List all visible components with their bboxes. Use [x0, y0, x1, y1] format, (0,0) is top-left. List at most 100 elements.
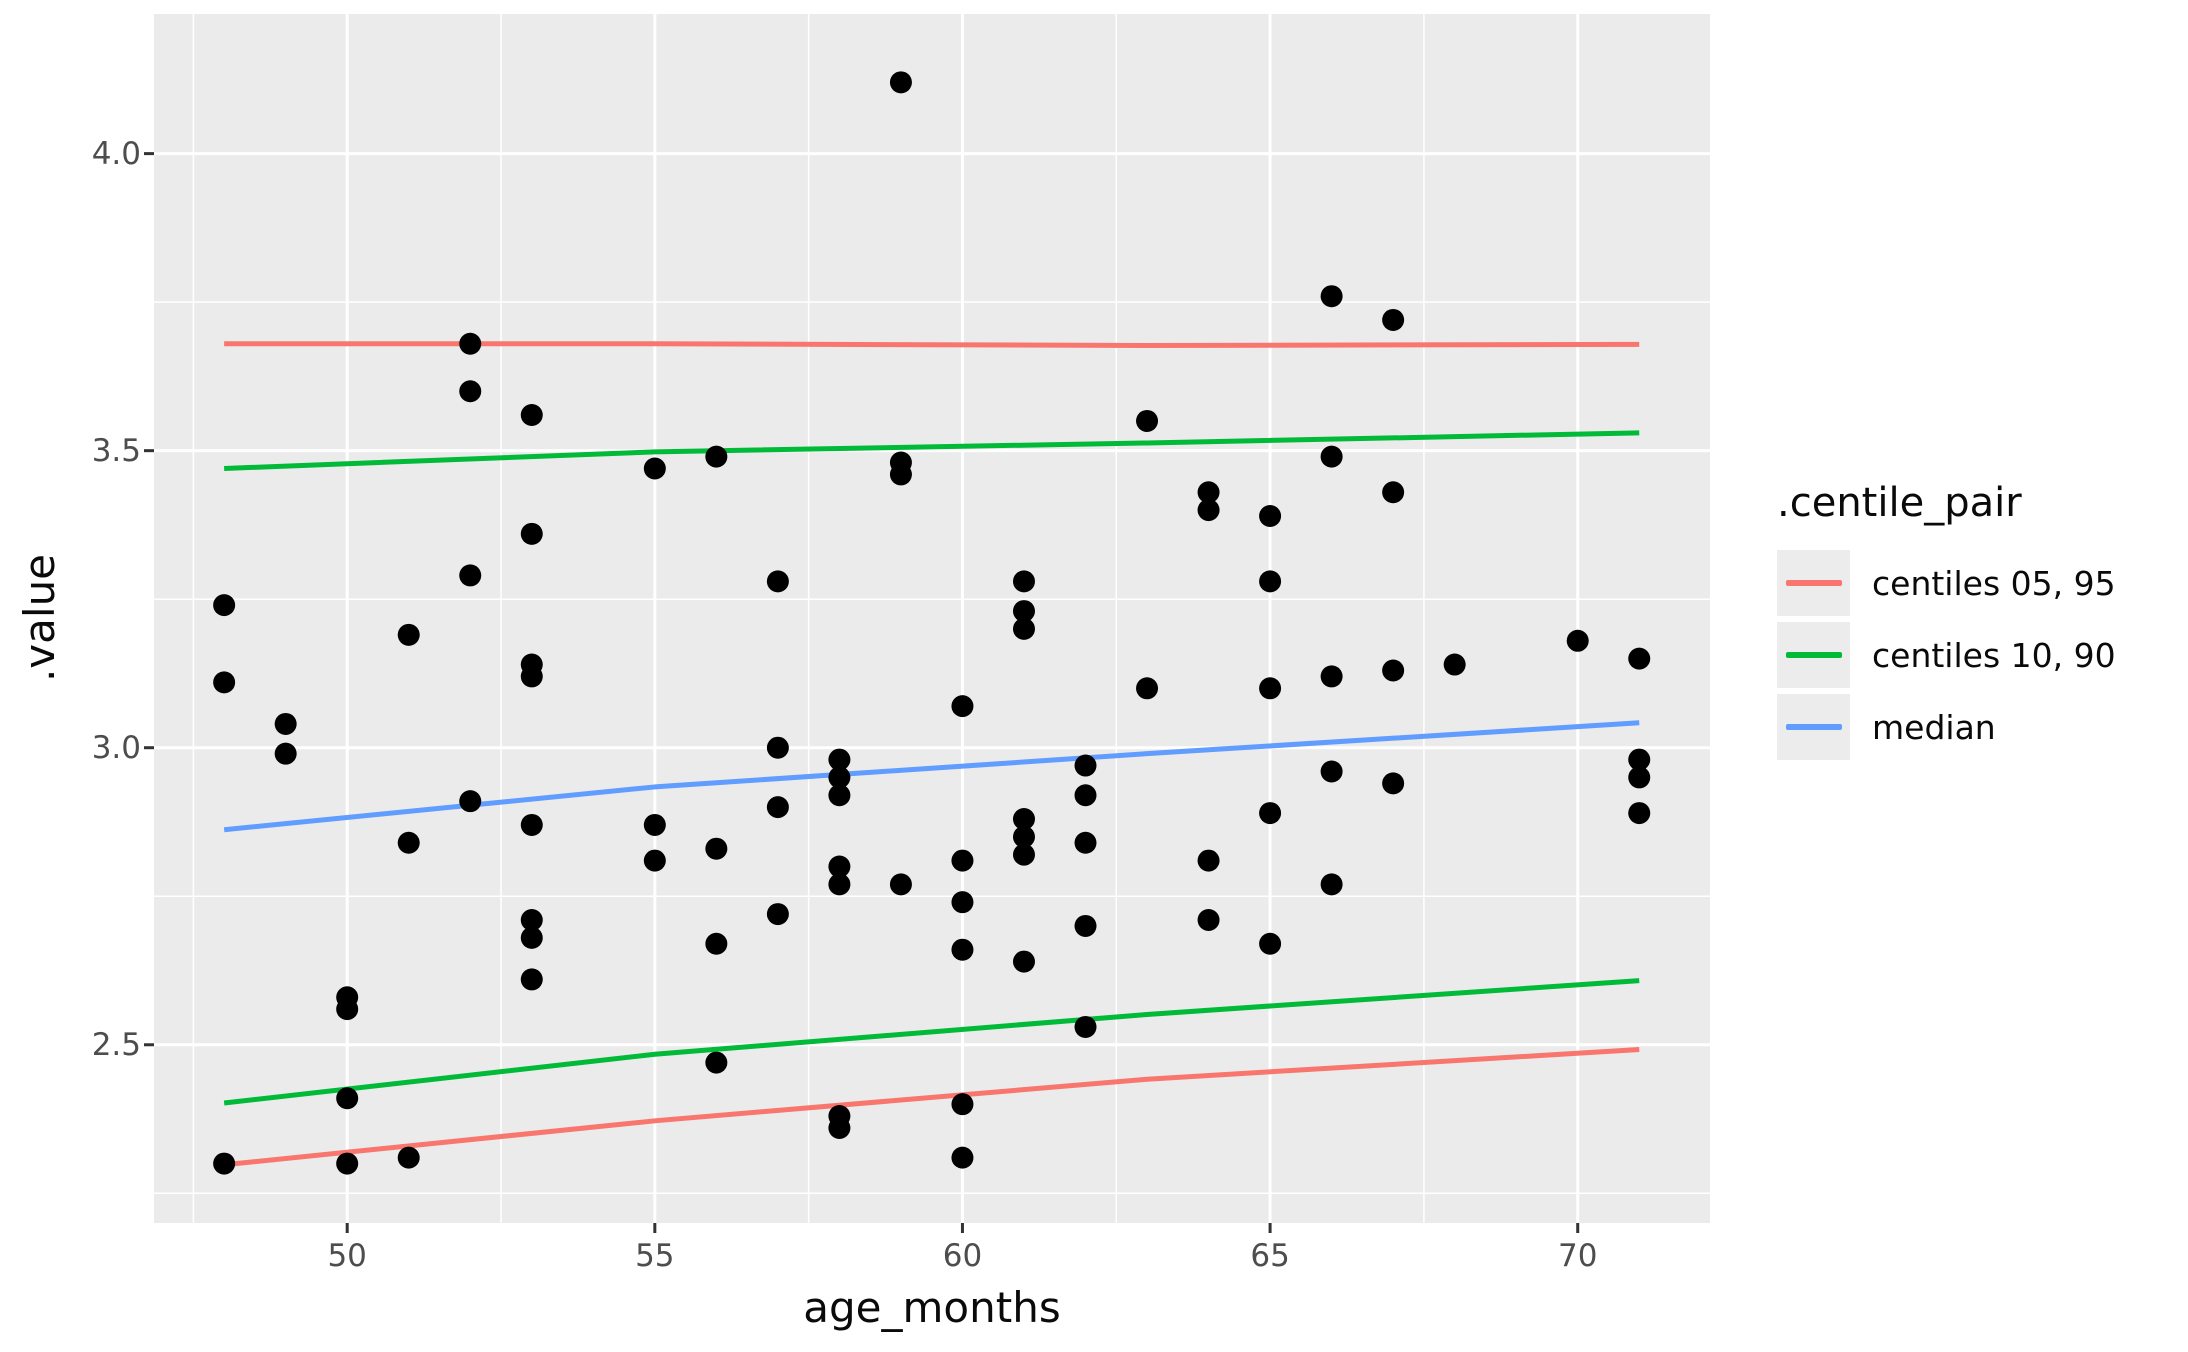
line-median [223, 720, 1640, 833]
data-point [520, 909, 543, 932]
panel-background [154, 14, 1710, 1223]
data-point [951, 849, 974, 872]
data-point [705, 837, 728, 860]
data-point [951, 1146, 974, 1169]
data-point [1074, 914, 1097, 937]
data-point [828, 1116, 851, 1139]
data-point [828, 873, 851, 896]
data-point [274, 742, 297, 765]
x-tick-label: 70 [1557, 1238, 1598, 1274]
legend-entry-label: centiles 05, 95 [1872, 563, 2116, 603]
legend-entry: median [1777, 691, 2116, 763]
data-point [643, 457, 666, 480]
data-point [1074, 831, 1097, 854]
data-point [889, 463, 912, 486]
data-point [520, 926, 543, 949]
data-point [1012, 600, 1035, 623]
legend-entry-label: centiles 10, 90 [1872, 635, 2116, 675]
data-point [951, 891, 974, 914]
legend-key-swatch [1777, 550, 1850, 616]
data-point [766, 736, 789, 759]
data-point [336, 1152, 359, 1175]
data-point [1320, 665, 1343, 688]
data-point [1443, 653, 1466, 676]
data-point [1074, 1015, 1097, 1038]
data-point [397, 831, 420, 854]
data-point [1136, 409, 1159, 432]
legend-title: .centile_pair [1777, 480, 2022, 526]
data-point [213, 1152, 236, 1175]
data-point [336, 998, 359, 1021]
data-point [1382, 308, 1405, 331]
data-point [520, 968, 543, 991]
data-point [1320, 445, 1343, 468]
data-point [1074, 784, 1097, 807]
data-point [828, 855, 851, 878]
legend: .centile_pair centiles 05, 95 centiles 10… [1777, 480, 2116, 763]
x-tick-label: 60 [942, 1238, 983, 1274]
data-point [1012, 825, 1035, 848]
data-point [766, 903, 789, 926]
data-point [643, 849, 666, 872]
data-point [828, 784, 851, 807]
data-point [1628, 748, 1651, 771]
data-point [1012, 570, 1035, 593]
data-point [1012, 808, 1035, 831]
data-point [520, 665, 543, 688]
data-point [336, 1087, 359, 1110]
data-point [1012, 950, 1035, 973]
data-point [397, 623, 420, 646]
data-point [1197, 481, 1220, 504]
data-point [1259, 677, 1282, 700]
data-point [1382, 659, 1405, 682]
data-point [1320, 873, 1343, 896]
data-point [1012, 843, 1035, 866]
data-point [459, 564, 482, 587]
data-point [766, 570, 789, 593]
x-tick-label: 50 [327, 1238, 367, 1274]
data-point [951, 938, 974, 961]
data-point [643, 813, 666, 836]
data-point [951, 1093, 974, 1116]
x-axis-title: age_months [803, 1283, 1061, 1332]
data-point [520, 813, 543, 836]
data-point [1197, 909, 1220, 932]
data-point [1259, 802, 1282, 825]
legend-key-line-icon [1785, 724, 1842, 730]
data-point [1259, 932, 1282, 955]
legend-key-swatch [1777, 694, 1850, 760]
data-point [397, 1146, 420, 1169]
data-point [705, 445, 728, 468]
data-point [951, 695, 974, 718]
y-axis-title: .value [15, 553, 64, 683]
data-point [213, 594, 236, 617]
data-point [1197, 499, 1220, 522]
data-point [828, 766, 851, 789]
data-point [705, 932, 728, 955]
line-centiles-10-90-lower [223, 978, 1640, 1106]
legend-entry-label: median [1872, 707, 1996, 747]
data-point [459, 790, 482, 813]
data-point [1382, 481, 1405, 504]
data-point [520, 522, 543, 545]
x-tick-label: 65 [1250, 1238, 1290, 1274]
x-tick-label: 55 [635, 1238, 675, 1274]
data-point [520, 404, 543, 427]
data-point [766, 796, 789, 819]
legend-entry: centiles 05, 95 [1777, 547, 2116, 619]
data-point [828, 748, 851, 771]
data-point [1320, 760, 1343, 783]
line-centiles-10-90-upper [224, 430, 1640, 471]
data-point [274, 712, 297, 735]
data-point [1136, 677, 1159, 700]
y-tick-label: 3.0 [91, 729, 141, 766]
line-centiles-05-95-lower [223, 1047, 1640, 1168]
data-point [213, 671, 236, 694]
data-point [1320, 285, 1343, 308]
y-tick-label: 4.0 [91, 135, 141, 172]
legend-key-line-icon [1785, 580, 1842, 586]
data-point [1628, 802, 1651, 825]
data-point [1382, 772, 1405, 795]
